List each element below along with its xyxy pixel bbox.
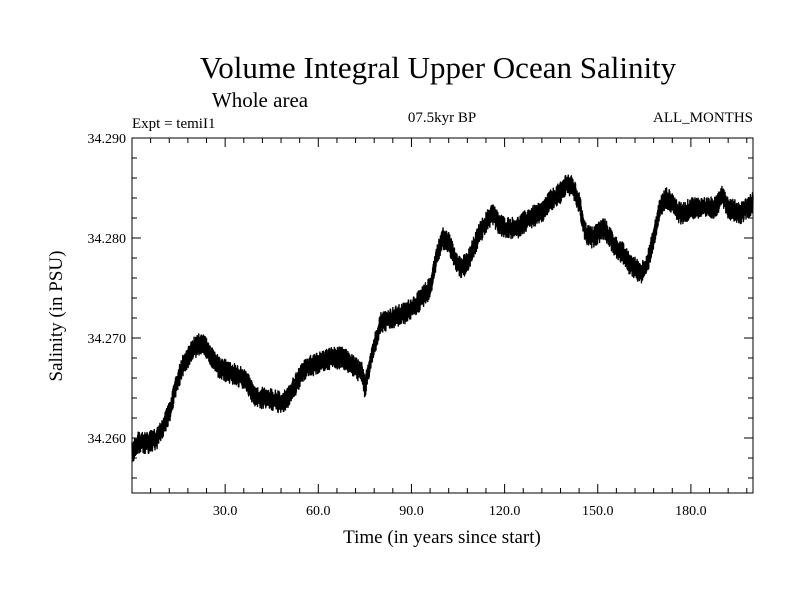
x-tick-label: 150.0 xyxy=(582,504,614,519)
x-axis-label: Time (in years since start) xyxy=(343,527,541,548)
x-tick-label: 90.0 xyxy=(399,504,424,519)
data-series xyxy=(131,174,754,463)
x-tick-labels: 30.0 60.0 90.0 120.0 150.0 180.0 xyxy=(213,504,707,519)
experiment-label: Expt = temiI1 xyxy=(132,116,215,132)
y-tick-label: 34.270 xyxy=(88,332,127,347)
months-label: ALL_MONTHS xyxy=(653,110,753,126)
x-tick-label: 180.0 xyxy=(675,504,707,519)
y-tick-label: 34.290 xyxy=(88,132,127,147)
plot-frame xyxy=(131,137,754,494)
y-axis-label: Salinity (in PSU) xyxy=(46,251,67,382)
period-label: 07.5kyr BP xyxy=(408,110,476,126)
y-tick-labels: 34.260 34.270 34.280 34.290 xyxy=(88,132,127,447)
x-tick-label: 60.0 xyxy=(306,504,331,519)
x-tick-label: 30.0 xyxy=(213,504,238,519)
chart-title: Volume Integral Upper Ocean Salinity xyxy=(200,50,677,85)
y-tick-label: 34.280 xyxy=(88,232,127,247)
y-tick-label: 34.260 xyxy=(88,432,127,447)
salinity-series-line xyxy=(131,174,754,463)
chart-subtitle: Whole area xyxy=(212,88,309,112)
axis-ticks xyxy=(132,137,753,493)
x-tick-label: 120.0 xyxy=(489,504,521,519)
